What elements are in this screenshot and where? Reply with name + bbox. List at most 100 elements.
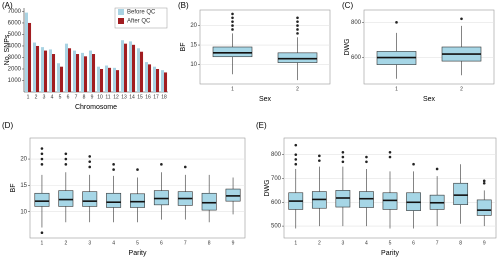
- bar: [24, 12, 28, 93]
- y-tick-label: 2000: [8, 67, 22, 73]
- y-tick-label: 3000: [8, 55, 22, 61]
- x-tick-label: 8: [459, 240, 462, 246]
- bar: [48, 49, 52, 92]
- x-axis-label: Sex: [423, 96, 436, 103]
- outlier: [482, 179, 486, 183]
- x-tick-label: 1: [395, 86, 398, 92]
- bar: [144, 62, 148, 92]
- bar: [52, 54, 56, 92]
- outlier: [296, 16, 299, 20]
- outlier: [183, 165, 187, 169]
- outlier: [294, 162, 298, 166]
- bar: [80, 52, 84, 92]
- bar: [140, 51, 144, 92]
- outlier: [365, 155, 368, 159]
- x-axis-label: Chromosome: [75, 104, 117, 111]
- box: [453, 182, 469, 205]
- x-tick-label: 12: [113, 94, 119, 100]
- panel-label: (E): [256, 121, 267, 130]
- y-tick-label: 15: [20, 183, 27, 189]
- outlier: [318, 159, 321, 162]
- bar: [164, 72, 168, 92]
- y-tick-label: 1000: [8, 78, 22, 84]
- panel-label: (B): [178, 1, 189, 10]
- box: [212, 46, 253, 58]
- y-tick-label: 4000: [8, 44, 22, 50]
- outlier: [231, 12, 234, 16]
- outlier: [412, 162, 415, 166]
- outlier: [40, 152, 44, 156]
- outlier: [395, 21, 398, 24]
- outlier: [296, 32, 299, 35]
- outlier: [160, 163, 163, 166]
- x-tick-label: 2: [64, 240, 67, 246]
- outlier: [294, 158, 298, 161]
- y-tick-label: 10: [20, 209, 27, 215]
- bar: [100, 68, 104, 92]
- x-tick-label: 2: [296, 86, 299, 92]
- box: [106, 192, 122, 208]
- x-tick-label: 1: [294, 240, 297, 246]
- outlier: [294, 143, 298, 147]
- box: [359, 191, 374, 208]
- x-tick-label: 2: [460, 86, 463, 92]
- y-tick-label: 20: [190, 23, 197, 29]
- outlier: [40, 147, 44, 150]
- outlier: [40, 157, 44, 161]
- bar: [68, 48, 72, 92]
- x-tick-label: 5: [389, 240, 392, 246]
- bar: [72, 50, 76, 92]
- y-tick-label: 500: [271, 224, 282, 230]
- bar: [136, 48, 140, 92]
- legend-swatch: [118, 18, 124, 24]
- outlier: [64, 163, 68, 166]
- bar: [132, 44, 136, 92]
- x-tick-label: 9: [483, 240, 486, 246]
- x-tick-label: 2: [318, 240, 321, 246]
- y-axis-label: BF: [10, 184, 17, 193]
- x-tick-label: 1: [41, 240, 44, 246]
- x-tick-label: 4: [51, 94, 54, 100]
- y-tick-label: 800: [271, 152, 282, 158]
- bar: [104, 65, 108, 92]
- y-tick-label: 800: [351, 20, 362, 26]
- bar: [128, 41, 132, 92]
- x-tick-label: 1: [27, 94, 30, 100]
- box: [476, 199, 492, 216]
- y-tick-label: 700: [271, 176, 282, 182]
- outlier: [40, 231, 44, 235]
- y-axis-label: DWG: [264, 179, 271, 196]
- x-tick-label: 15: [137, 94, 143, 100]
- outlier: [231, 24, 234, 27]
- legend-swatch: [118, 9, 124, 15]
- outlier: [296, 24, 299, 27]
- bar: [60, 66, 64, 92]
- panel-label: (C): [342, 1, 353, 10]
- outlier: [341, 160, 345, 164]
- outlier: [482, 181, 486, 185]
- x-axis-label: Parity: [381, 250, 399, 257]
- bar: [152, 66, 156, 92]
- x-tick-label: 8: [208, 240, 211, 246]
- x-tick-label: 7: [184, 240, 187, 246]
- outlier: [231, 28, 234, 31]
- bar: [64, 43, 68, 92]
- outlier: [112, 168, 115, 171]
- x-tick-label: 9: [91, 94, 94, 100]
- y-tick-label: 6000: [8, 21, 22, 27]
- y-tick-label: 20: [20, 157, 27, 163]
- x-tick-label: 2: [35, 94, 38, 100]
- x-tick-label: 1: [231, 86, 234, 92]
- y-tick-label: 600: [351, 55, 362, 61]
- outlier: [136, 168, 139, 171]
- panel-label: (D): [2, 121, 13, 130]
- y-tick-label: 600: [271, 200, 282, 206]
- bar: [44, 50, 48, 92]
- outlier: [64, 152, 68, 156]
- outlier: [231, 16, 234, 20]
- outlier: [341, 150, 345, 154]
- x-tick-label: 6: [160, 240, 163, 246]
- box: [277, 52, 318, 63]
- box: [34, 192, 50, 207]
- bar: [148, 64, 152, 92]
